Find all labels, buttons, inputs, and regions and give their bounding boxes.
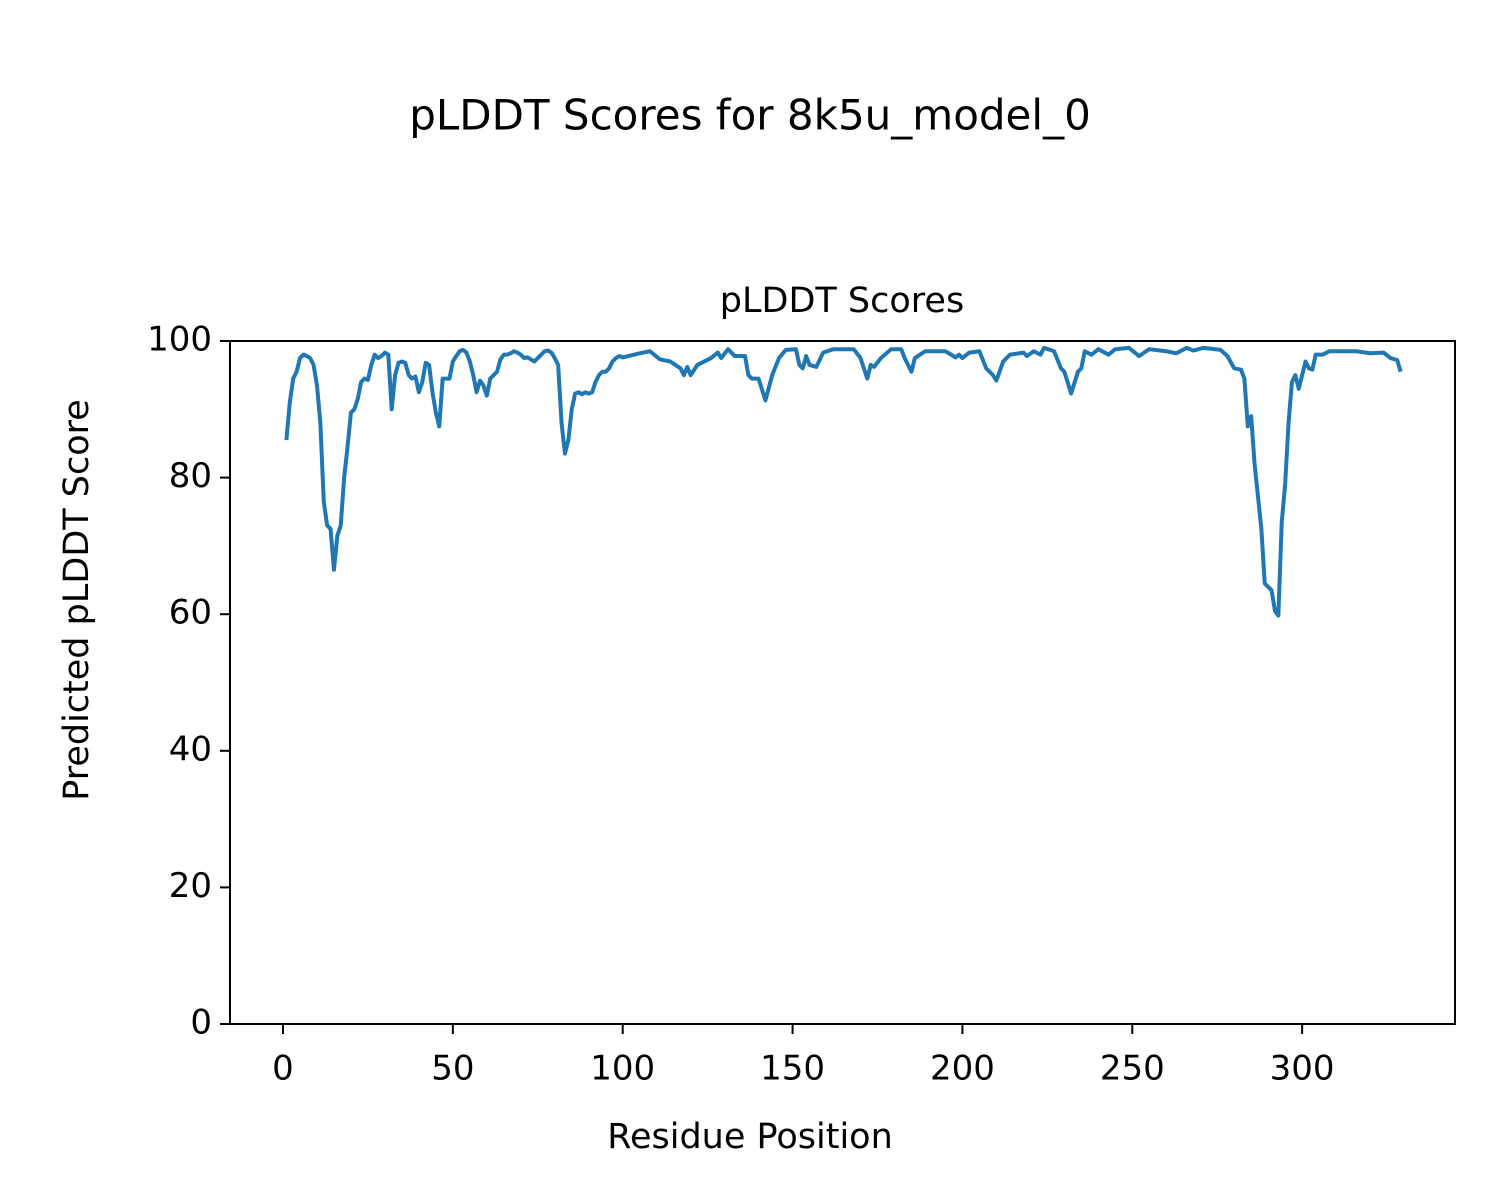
- x-tick-label: 50: [431, 1049, 474, 1089]
- y-axis-label: Predicted pLDDT Score: [57, 399, 97, 801]
- y-tick-label: 40: [169, 729, 212, 769]
- x-tick-label: 200: [930, 1049, 995, 1089]
- y-tick-label: 0: [190, 1003, 212, 1043]
- x-tick-label: 0: [272, 1049, 294, 1089]
- chart-subtitle: pLDDT Scores: [720, 281, 964, 321]
- x-tick-label: 300: [1270, 1049, 1335, 1089]
- chart-title: pLDDT Scores for 8k5u_model_0: [409, 91, 1091, 140]
- y-tick-label: 100: [147, 320, 212, 360]
- plot-frame: [229, 340, 1456, 1025]
- x-tick-label: 100: [590, 1049, 655, 1089]
- y-tick-label: 20: [169, 866, 212, 906]
- x-tick-label: 150: [760, 1049, 825, 1089]
- y-tick-label: 60: [169, 593, 212, 633]
- x-tick-label: 250: [1100, 1049, 1165, 1089]
- x-axis-label: Residue Position: [607, 1117, 893, 1157]
- y-tick-label: 80: [169, 456, 212, 496]
- data-line: [284, 345, 1403, 618]
